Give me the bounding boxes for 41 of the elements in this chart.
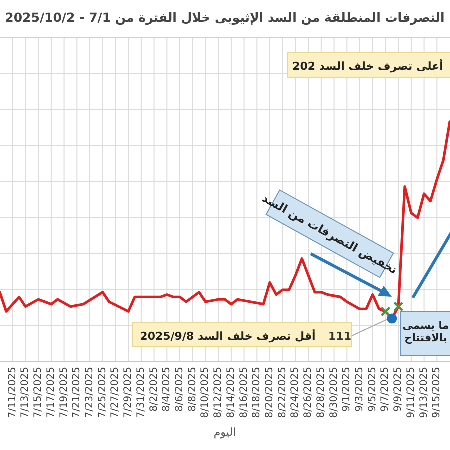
annotation: تخفيض التصرفات من السد	[260, 190, 400, 278]
x-tick-label: 9/1/2025	[342, 367, 353, 412]
x-tick-label: 8/26/2025	[303, 367, 314, 418]
x-tick-label: 7/21/2025	[72, 367, 83, 418]
x-tick-label: 8/8/2025	[187, 367, 198, 412]
x-tick-label: 7/25/2025	[97, 367, 108, 418]
x-tick-label: 8/16/2025	[238, 367, 250, 418]
text: أعلى تصرف خلف السد 202	[292, 59, 444, 73]
x-tick-label: 7/11/2025	[7, 367, 18, 418]
x-tick-label: 9/7/2025	[380, 367, 392, 412]
x-tick-label: 7/13/2025	[20, 367, 32, 418]
x-tick-label: 7/17/2025	[46, 367, 57, 418]
x-tick-label: 8/28/2025	[316, 367, 327, 418]
x-tick-label: 9/9/2025	[393, 367, 404, 412]
x-tick-label: 7/27/2025	[110, 367, 122, 418]
x-tick-label: 8/14/2025	[226, 367, 237, 418]
annotation: ما يسمى بالافتتاح	[402, 320, 450, 345]
x-tick-label: 9/5/2025	[367, 367, 378, 412]
x-tick-label: 8/12/2025	[213, 367, 224, 418]
x-tick-label: 8/24/2025	[290, 367, 302, 418]
x-axis-title: اليوم	[214, 426, 236, 439]
x-tick-label: 8/6/2025	[174, 367, 186, 412]
x-tick-label: 7/31/2025	[136, 367, 147, 418]
x-tick-label: 8/22/2025	[277, 367, 288, 418]
x-tick-label: 7/19/2025	[58, 367, 70, 418]
x-tick-label: 8/4/2025	[162, 367, 173, 412]
x-tick-label: 8/30/2025	[328, 367, 340, 418]
x-tick-label: 7/15/2025	[33, 367, 44, 418]
annotation: أقل تصرف خلف السد 2025/9/8	[140, 329, 316, 343]
x-tick-label: 9/3/2025	[354, 367, 366, 412]
x-tick-label: 9/13/2025	[418, 367, 430, 418]
x-tick-label: 7/23/2025	[84, 367, 96, 418]
x-tick-label: 8/10/2025	[200, 367, 212, 418]
chart-title: التصرفات المنطلقة من السد الإثيوبى خلال الفترة من 7/1 - 2025/10/2	[5, 10, 445, 26]
x-tick-label: 9/15/2025	[432, 367, 443, 418]
x-tick-label: 9/11/2025	[406, 367, 417, 418]
x-tick-label: 8/20/2025	[264, 367, 276, 418]
x-tick-label: 8/18/2025	[252, 367, 263, 418]
x-tick-label: 7/29/2025	[123, 367, 134, 418]
x-tick-label: 8/2/2025	[148, 367, 160, 412]
annotation: 111	[328, 330, 352, 343]
